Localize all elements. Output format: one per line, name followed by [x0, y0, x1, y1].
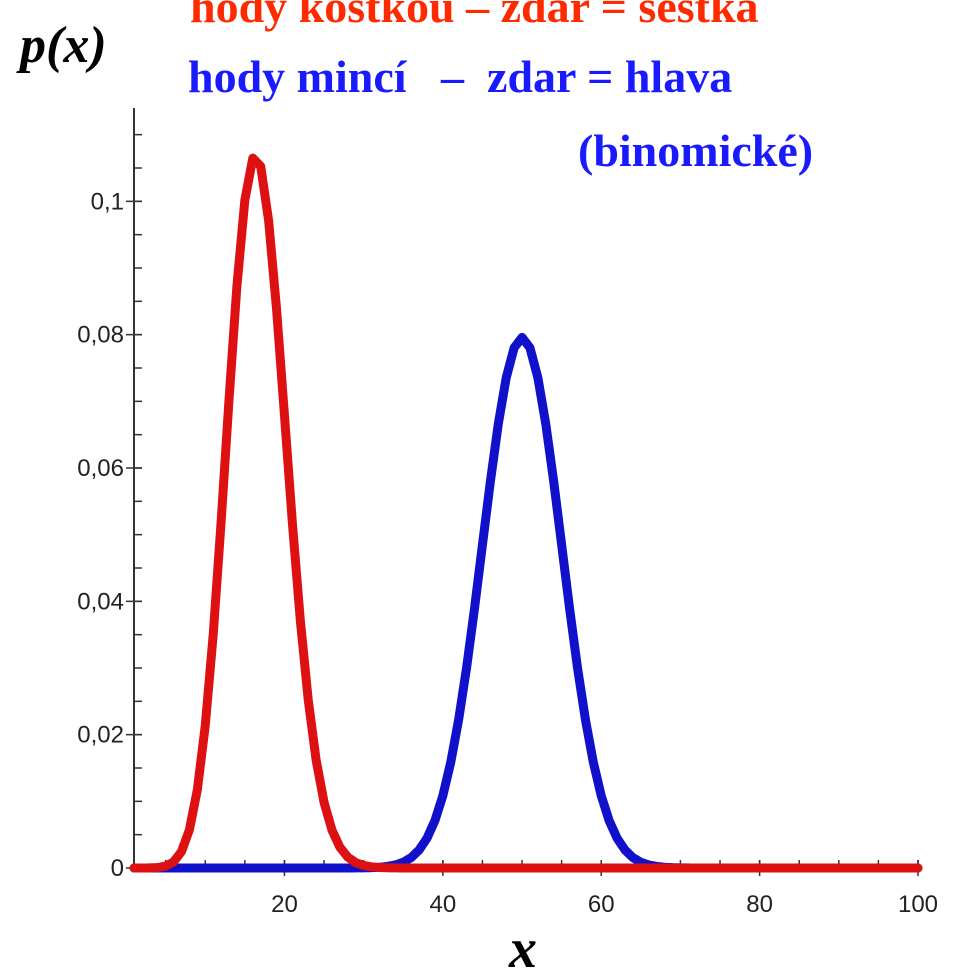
x-axis-label: x	[508, 918, 537, 977]
y-tick-label: 0,06	[77, 455, 124, 482]
title-line-2: hody mincí – zdar = hlava	[188, 51, 732, 102]
y-axis-label: p(x)	[16, 17, 107, 74]
axis-ticks: 0 0,02 0,04 0,06 0,08 0,1 20 40 60 80 100	[77, 133, 938, 918]
x-tick-label: 40	[429, 891, 456, 918]
series-group	[129, 153, 923, 873]
series-line-1	[129, 332, 923, 873]
y-tick-label: 0,02	[77, 722, 124, 749]
y-tick-label: 0,1	[91, 188, 124, 215]
y-tick-label: 0,08	[77, 322, 124, 349]
title-line-1: hody kostkou – zdar = šestka	[190, 0, 759, 32]
x-tick-label: 100	[898, 891, 938, 918]
x-tick-label: 80	[746, 891, 773, 918]
x-tick-label: 60	[588, 891, 615, 918]
y-tick-label: 0	[111, 855, 124, 882]
x-tick-label: 20	[271, 891, 298, 918]
y-tick-label: 0,04	[77, 588, 124, 615]
series-line-2	[129, 153, 923, 873]
title-line-3: (binomické)	[578, 125, 813, 176]
